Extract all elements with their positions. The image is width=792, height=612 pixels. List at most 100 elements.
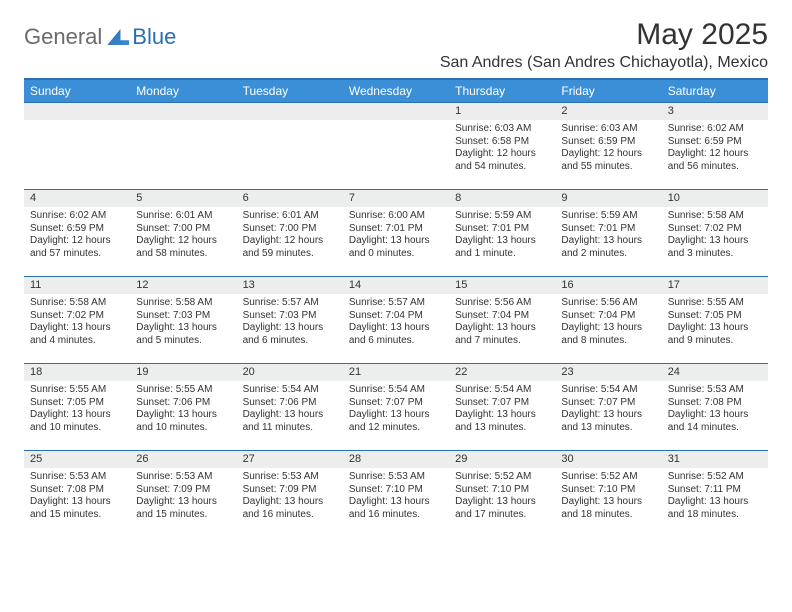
day-body: Sunrise: 5:56 AMSunset: 7:04 PMDaylight:… — [449, 294, 555, 351]
daylight-text: and 9 minutes. — [668, 335, 762, 348]
sunrise-text: Sunrise: 6:01 AM — [136, 210, 230, 223]
sunrise-text: Sunrise: 6:00 AM — [349, 210, 443, 223]
day-cell: 8Sunrise: 5:59 AMSunset: 7:01 PMDaylight… — [449, 190, 555, 276]
logo-text-general: General — [24, 24, 102, 50]
sunset-text: Sunset: 7:02 PM — [668, 223, 762, 236]
day-body: Sunrise: 5:52 AMSunset: 7:11 PMDaylight:… — [662, 468, 768, 525]
sunrise-text: Sunrise: 5:52 AM — [561, 471, 655, 484]
dow-friday: Friday — [555, 80, 661, 102]
sunrise-text: Sunrise: 5:54 AM — [243, 384, 337, 397]
day-cell: 30Sunrise: 5:52 AMSunset: 7:10 PMDayligh… — [555, 451, 661, 537]
day-cell — [24, 103, 130, 189]
day-body: Sunrise: 5:53 AMSunset: 7:08 PMDaylight:… — [24, 468, 130, 525]
day-cell: 10Sunrise: 5:58 AMSunset: 7:02 PMDayligh… — [662, 190, 768, 276]
daylight-text: and 15 minutes. — [30, 509, 124, 522]
dow-thursday: Thursday — [449, 80, 555, 102]
day-cell: 7Sunrise: 6:00 AMSunset: 7:01 PMDaylight… — [343, 190, 449, 276]
week-row: 4Sunrise: 6:02 AMSunset: 6:59 PMDaylight… — [24, 189, 768, 276]
day-cell: 11Sunrise: 5:58 AMSunset: 7:02 PMDayligh… — [24, 277, 130, 363]
daylight-text: Daylight: 12 hours — [668, 148, 762, 161]
day-cell: 26Sunrise: 5:53 AMSunset: 7:09 PMDayligh… — [130, 451, 236, 537]
day-cell: 12Sunrise: 5:58 AMSunset: 7:03 PMDayligh… — [130, 277, 236, 363]
day-body: Sunrise: 5:59 AMSunset: 7:01 PMDaylight:… — [555, 207, 661, 264]
sunset-text: Sunset: 7:03 PM — [243, 310, 337, 323]
sunset-text: Sunset: 7:00 PM — [243, 223, 337, 236]
daylight-text: and 3 minutes. — [668, 248, 762, 261]
day-cell: 5Sunrise: 6:01 AMSunset: 7:00 PMDaylight… — [130, 190, 236, 276]
daylight-text: and 56 minutes. — [668, 161, 762, 174]
day-body — [343, 120, 449, 127]
day-body: Sunrise: 6:02 AMSunset: 6:59 PMDaylight:… — [24, 207, 130, 264]
day-cell: 15Sunrise: 5:56 AMSunset: 7:04 PMDayligh… — [449, 277, 555, 363]
day-body: Sunrise: 6:01 AMSunset: 7:00 PMDaylight:… — [130, 207, 236, 264]
daylight-text: and 16 minutes. — [243, 509, 337, 522]
sunrise-text: Sunrise: 5:59 AM — [455, 210, 549, 223]
day-number: 12 — [130, 277, 236, 294]
sunset-text: Sunset: 6:58 PM — [455, 136, 549, 149]
sunset-text: Sunset: 7:00 PM — [136, 223, 230, 236]
day-body: Sunrise: 5:55 AMSunset: 7:06 PMDaylight:… — [130, 381, 236, 438]
sunrise-text: Sunrise: 6:03 AM — [561, 123, 655, 136]
day-cell: 6Sunrise: 6:01 AMSunset: 7:00 PMDaylight… — [237, 190, 343, 276]
daylight-text: and 0 minutes. — [349, 248, 443, 261]
sunrise-text: Sunrise: 5:59 AM — [561, 210, 655, 223]
day-body: Sunrise: 6:00 AMSunset: 7:01 PMDaylight:… — [343, 207, 449, 264]
sunrise-text: Sunrise: 6:02 AM — [668, 123, 762, 136]
daylight-text: Daylight: 12 hours — [243, 235, 337, 248]
dow-monday: Monday — [130, 80, 236, 102]
day-body: Sunrise: 5:53 AMSunset: 7:10 PMDaylight:… — [343, 468, 449, 525]
day-number: 15 — [449, 277, 555, 294]
daylight-text: Daylight: 13 hours — [455, 496, 549, 509]
sunrise-text: Sunrise: 5:58 AM — [668, 210, 762, 223]
day-number: 31 — [662, 451, 768, 468]
sunrise-text: Sunrise: 5:52 AM — [668, 471, 762, 484]
day-number: 19 — [130, 364, 236, 381]
daylight-text: Daylight: 13 hours — [668, 409, 762, 422]
daylight-text: and 18 minutes. — [668, 509, 762, 522]
daylight-text: Daylight: 13 hours — [455, 409, 549, 422]
day-body — [130, 120, 236, 127]
header: General Blue May 2025 San Andres (San An… — [24, 18, 768, 72]
month-title: May 2025 — [440, 18, 768, 52]
daylight-text: and 6 minutes. — [349, 335, 443, 348]
daylight-text: Daylight: 13 hours — [561, 496, 655, 509]
week-row: 25Sunrise: 5:53 AMSunset: 7:08 PMDayligh… — [24, 450, 768, 537]
day-cell: 13Sunrise: 5:57 AMSunset: 7:03 PMDayligh… — [237, 277, 343, 363]
day-body: Sunrise: 6:03 AMSunset: 6:59 PMDaylight:… — [555, 120, 661, 177]
day-number: 13 — [237, 277, 343, 294]
daylight-text: Daylight: 13 hours — [668, 496, 762, 509]
day-cell: 19Sunrise: 5:55 AMSunset: 7:06 PMDayligh… — [130, 364, 236, 450]
daylight-text: Daylight: 12 hours — [455, 148, 549, 161]
sunset-text: Sunset: 7:06 PM — [136, 397, 230, 410]
sunset-text: Sunset: 7:10 PM — [349, 484, 443, 497]
day-cell: 18Sunrise: 5:55 AMSunset: 7:05 PMDayligh… — [24, 364, 130, 450]
day-body: Sunrise: 5:54 AMSunset: 7:07 PMDaylight:… — [555, 381, 661, 438]
day-body: Sunrise: 5:57 AMSunset: 7:04 PMDaylight:… — [343, 294, 449, 351]
daylight-text: Daylight: 13 hours — [30, 409, 124, 422]
daylight-text: Daylight: 13 hours — [561, 235, 655, 248]
day-body: Sunrise: 5:53 AMSunset: 7:08 PMDaylight:… — [662, 381, 768, 438]
day-number — [237, 103, 343, 120]
daylight-text: and 11 minutes. — [243, 422, 337, 435]
sunset-text: Sunset: 7:07 PM — [455, 397, 549, 410]
day-cell — [237, 103, 343, 189]
sunset-text: Sunset: 7:01 PM — [349, 223, 443, 236]
day-number: 6 — [237, 190, 343, 207]
sunrise-text: Sunrise: 5:53 AM — [668, 384, 762, 397]
sunset-text: Sunset: 7:05 PM — [30, 397, 124, 410]
sunrise-text: Sunrise: 5:54 AM — [349, 384, 443, 397]
daylight-text: and 10 minutes. — [30, 422, 124, 435]
day-number: 1 — [449, 103, 555, 120]
sunset-text: Sunset: 7:07 PM — [349, 397, 443, 410]
day-body — [237, 120, 343, 127]
daylight-text: and 16 minutes. — [349, 509, 443, 522]
dow-tuesday: Tuesday — [237, 80, 343, 102]
day-body — [24, 120, 130, 127]
sunrise-text: Sunrise: 5:52 AM — [455, 471, 549, 484]
day-cell: 4Sunrise: 6:02 AMSunset: 6:59 PMDaylight… — [24, 190, 130, 276]
daylight-text: and 54 minutes. — [455, 161, 549, 174]
day-number: 8 — [449, 190, 555, 207]
day-cell: 9Sunrise: 5:59 AMSunset: 7:01 PMDaylight… — [555, 190, 661, 276]
daylight-text: Daylight: 13 hours — [668, 322, 762, 335]
day-number: 26 — [130, 451, 236, 468]
